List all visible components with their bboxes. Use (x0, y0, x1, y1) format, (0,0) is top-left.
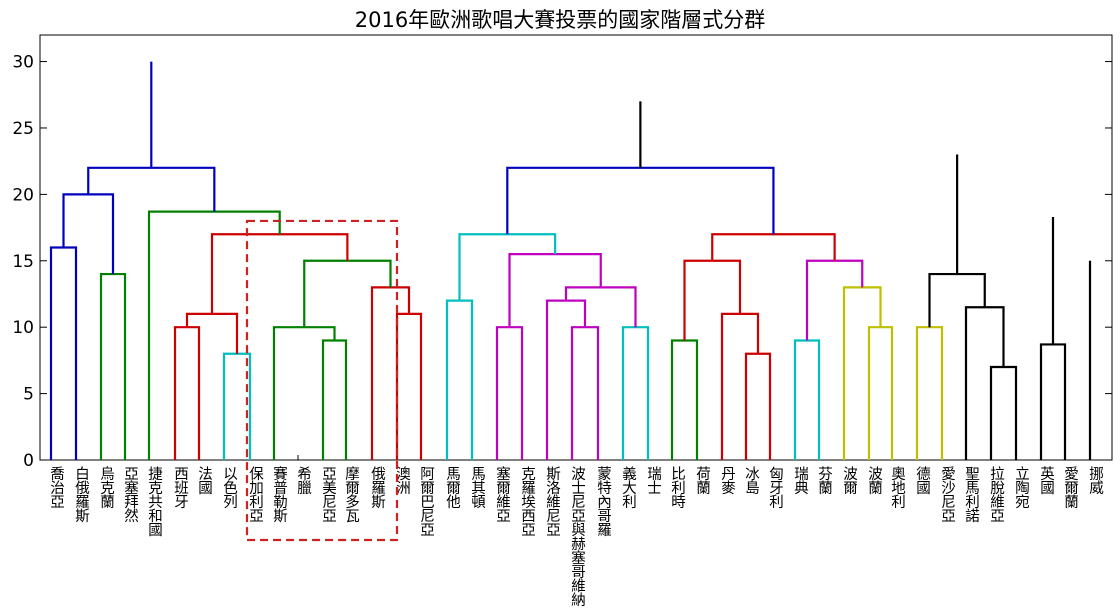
dendrogram-link (793, 339, 821, 460)
leaf-label: 俄羅斯 (369, 466, 385, 510)
dendrogram-link (805, 259, 864, 341)
dendrogram-link (720, 312, 760, 460)
y-tick-label: 5 (23, 385, 34, 405)
leaf-label: 丹麥 (719, 466, 735, 495)
dendrogram-link (185, 312, 239, 354)
dendrogram-link (445, 299, 474, 460)
y-tick-label: 25 (12, 119, 34, 139)
leaf-label: 摩爾多瓦 (343, 465, 359, 524)
dendrogram-link (173, 326, 201, 460)
leaf-label: 荷蘭 (694, 466, 710, 495)
leaf-label: 比利時 (669, 466, 685, 509)
plot-frame (39, 34, 1113, 461)
leaf-label: 亞塞拜然 (122, 466, 138, 523)
dendrogram-link (928, 272, 986, 328)
leaf-label: 波爾 (841, 466, 857, 495)
dendrogram-link (99, 272, 127, 460)
y-tick-label: 20 (12, 185, 34, 205)
leaf-label: 亞美尼亞 (320, 466, 336, 522)
dendrogram-link (564, 286, 637, 328)
leaf-label: 聖馬利諾 (963, 466, 979, 523)
leaf-label: 波士尼亞與赫塞哥維納 (569, 466, 585, 608)
dendrogram-link (370, 286, 411, 460)
dendrogram-link (272, 326, 336, 460)
leaf-label: 瑞典 (792, 466, 808, 495)
dendrogram-link (867, 326, 894, 460)
leaf-label: 喬治亞 (48, 466, 64, 508)
dendrogram-link (506, 166, 775, 235)
dendrogram-link (49, 246, 78, 460)
leaf-label: 斯洛維尼亞 (544, 466, 560, 536)
dendrogram-link (1039, 343, 1067, 460)
leaf-label: 克羅埃西亞 (519, 466, 535, 536)
y-tick-label: 10 (12, 318, 34, 338)
dendrogram-link (570, 326, 600, 460)
dendrogram-link (545, 299, 587, 460)
leaf-label: 瑞士 (645, 466, 661, 494)
leaf-label: 白俄羅斯 (73, 466, 89, 524)
leaf-label: 希臘 (295, 466, 311, 496)
dendrogram-link (62, 193, 115, 275)
chart-title: 2016年歐洲歌唱大賽投票的國家階層式分群 (354, 8, 766, 32)
leaf-label: 塞爾維亞 (494, 465, 510, 522)
dendrogram-link (842, 286, 882, 460)
y-tick-label: 30 (12, 53, 34, 73)
leaf-label: 以色列 (221, 466, 237, 510)
dendrogram-link (915, 326, 944, 460)
leaf-label: 芬蘭 (816, 466, 832, 495)
leaf-label: 波蘭 (866, 466, 882, 495)
dendrogram-link (147, 210, 281, 460)
leaf-label: 立陶宛 (1013, 466, 1029, 510)
plot-area: 0 5 10 15 20 25 30 喬治亞 白俄羅斯 烏克蘭 亞塞拜然 捷克共和國 西班牙 法國 以色列保… (12, 34, 1113, 608)
dendrogram-link (711, 233, 836, 261)
dendrogram-link (87, 166, 216, 212)
leaf-label: 愛爾蘭 (1062, 466, 1078, 509)
leaf-label: 愛沙尼亞 (939, 466, 955, 522)
dendrogram-link (395, 312, 423, 460)
leaf-label: 蒙特內哥羅 (595, 466, 611, 537)
dendrogram-link (670, 339, 699, 460)
dendrogram-link (458, 233, 557, 301)
leaf-label: 拉脫維亞 (988, 466, 1004, 522)
leaf-label: 冰島 (743, 466, 759, 495)
leaf-label: 捷克共和國 (146, 466, 162, 537)
leaf-label: 西班牙 (172, 466, 188, 510)
dendrogram-link (964, 306, 1005, 460)
dendrogram-link (744, 352, 772, 460)
leaf-label: 賽普勒斯 (271, 466, 287, 524)
leaf-label: 阿爾巴尼亞 (418, 466, 434, 536)
leaf-label: 義大利 (620, 466, 636, 509)
leaf-label: 挪威 (1087, 466, 1103, 496)
y-tick-label: 15 (12, 252, 34, 272)
leaf-label: 匈牙利 (767, 466, 783, 509)
leaf-label: 法國 (196, 466, 212, 495)
leaf-label: 馬爾他 (444, 466, 460, 510)
leaf-label: 烏克蘭 (98, 466, 114, 509)
leaf-label: 奧地利 (889, 466, 905, 509)
leaf-label: 德國 (914, 466, 930, 495)
dendrogram-link (508, 253, 602, 328)
dendrogram-link (210, 233, 349, 314)
dendrogram-link (621, 326, 650, 460)
dendrogram-link (989, 365, 1018, 460)
leaf-label: 馬其頓 (469, 466, 485, 509)
leaf-label: 英國 (1038, 465, 1054, 495)
dendrogram-link (321, 339, 348, 460)
leaf-label: 保加利亞 (247, 466, 263, 522)
y-tick-label: 0 (23, 451, 34, 471)
dendrogram-link (683, 259, 742, 341)
dendrogram-link (495, 326, 524, 460)
dendrogram-link (303, 259, 392, 328)
